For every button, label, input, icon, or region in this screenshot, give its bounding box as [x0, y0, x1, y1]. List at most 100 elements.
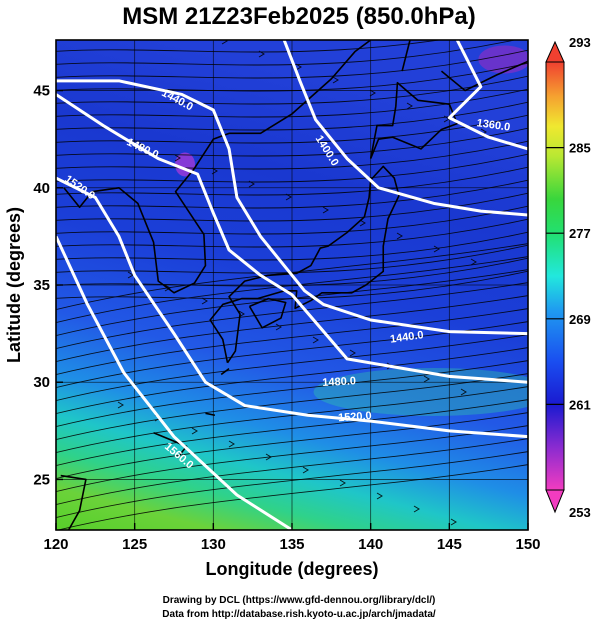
streamline: [56, 270, 528, 300]
x-tick-label: 125: [122, 536, 147, 553]
coastline: [440, 60, 528, 92]
streamline: [56, 347, 528, 415]
streamline-arrow: [221, 40, 228, 45]
streamline-arrow: [413, 505, 420, 513]
coastline: [209, 165, 400, 364]
contour-label: 1480.0: [322, 375, 356, 389]
coastline: [248, 297, 287, 329]
wind-streamlines: [56, 0, 528, 530]
coastline: [60, 474, 87, 530]
streamline-arrow: [295, 63, 302, 71]
streamline: [56, 88, 528, 118]
streamline-arrow: [332, 76, 339, 84]
streamline: [56, 412, 528, 480]
colorbar-min-arrow: [545, 489, 565, 514]
streamline-arrow: [322, 206, 329, 214]
streamline: [56, 373, 528, 441]
coastline: [63, 40, 372, 294]
streamline: [56, 269, 528, 337]
x-tick-label: 150: [515, 536, 540, 553]
streamline: [56, 438, 528, 506]
colorbar-tick-label: 269: [569, 312, 591, 327]
streamline: [56, 386, 528, 454]
colorbar: [545, 61, 565, 491]
streamline-arrow: [450, 518, 457, 526]
height-contour: [282, 40, 528, 217]
streamline-arrow: [339, 479, 346, 487]
streamline-arrow: [406, 102, 413, 110]
x-tick-label: 130: [201, 536, 226, 553]
height-contour: [56, 176, 528, 439]
credit-drawing: Drawing by DCL (https://www.gfd-dennou.o…: [163, 595, 436, 606]
streamline-arrow: [396, 232, 403, 240]
streamline-arrow: [376, 492, 383, 500]
x-axis-label: Longitude (degrees): [205, 559, 378, 579]
height-contour: [56, 79, 528, 336]
coastline: [401, 40, 411, 72]
colorbar-tick-label: 285: [569, 141, 591, 156]
streamline-arrow: [211, 167, 218, 175]
colorbar-tick-label: 261: [569, 397, 591, 412]
streamline-arrow: [228, 440, 235, 448]
streamline-arrow: [191, 427, 198, 435]
streamline: [56, 40, 443, 53]
streamline: [56, 40, 517, 66]
colorbar-max-arrow: [545, 40, 565, 63]
streamline-arrow: [275, 323, 282, 331]
streamline: [56, 127, 528, 157]
streamline: [56, 399, 528, 467]
contour-label: 1520.0: [338, 410, 372, 424]
streamline: [56, 464, 528, 530]
streamline: [56, 243, 528, 311]
streamline-arrow: [258, 50, 265, 58]
streamline: [56, 425, 528, 493]
streamline: [56, 360, 528, 428]
streamline-arrow: [460, 388, 467, 396]
streamline-arrow: [248, 180, 255, 188]
streamline-arrow: [285, 193, 292, 201]
y-axis-label: Latitude (degrees): [4, 207, 24, 363]
streamline: [56, 257, 528, 287]
streamline: [56, 256, 528, 324]
streamline: [56, 282, 528, 350]
streamline-arrow: [238, 310, 245, 318]
y-tick-label: 30: [33, 374, 50, 391]
streamline-arrow: [349, 349, 356, 357]
warm-band: [313, 367, 528, 416]
coastline: [369, 81, 459, 159]
streamline: [56, 334, 528, 402]
x-tick-label: 135: [279, 536, 304, 553]
streamline-arrow: [117, 401, 124, 409]
y-tick-label: 25: [33, 471, 50, 488]
streamline: [56, 231, 528, 261]
streamline: [56, 153, 528, 183]
streamline: [56, 62, 528, 92]
height-contour: [56, 235, 293, 530]
y-tick-label: 40: [33, 180, 50, 197]
streamline-arrow: [111, 0, 116, 5]
contour-label: 1440.0: [389, 329, 424, 346]
streamline-arrow: [201, 297, 208, 305]
streamline: [56, 308, 528, 376]
streamline: [56, 451, 528, 519]
streamline: [56, 218, 528, 248]
colorbar-tick-label: 253: [569, 505, 591, 520]
y-tick-label: 45: [33, 83, 50, 100]
x-tick-label: 140: [358, 536, 383, 553]
y-tick-label: 35: [33, 277, 50, 294]
streamline: [56, 75, 528, 105]
chart-title: MSM 21Z23Feb2025 (850.0hPa): [122, 3, 476, 30]
streamline-arrow: [423, 375, 430, 383]
coastline: [205, 412, 216, 417]
credit-data: Data from http://database.rish.kyoto-u.a…: [162, 609, 436, 620]
colorbar-tick-label: 293: [569, 35, 591, 50]
height-contour: [447, 40, 528, 151]
streamline-arrow: [174, 154, 181, 162]
streamline: [56, 166, 528, 196]
streamline: [56, 49, 528, 79]
x-tick-label: 145: [437, 536, 462, 553]
x-tick-label: 120: [43, 536, 68, 553]
colorbar-tick-label: 277: [569, 226, 591, 241]
